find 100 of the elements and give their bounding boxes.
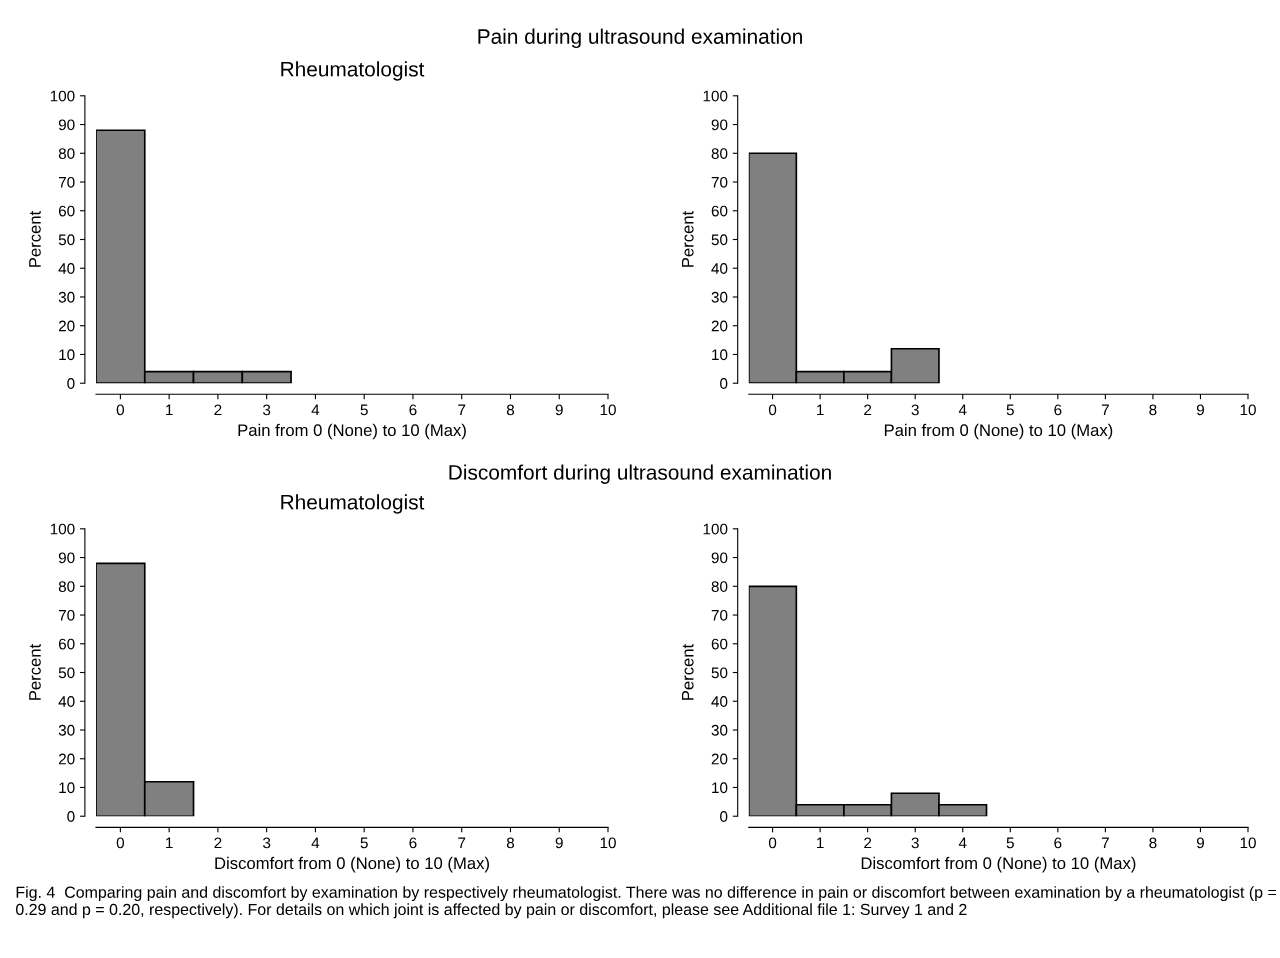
y-tick-label: 50: [711, 667, 728, 679]
x-tick-label: 10: [1240, 404, 1256, 416]
x-tick-label: 7: [458, 404, 466, 416]
x-tick-label: 1: [166, 404, 173, 416]
x-tick-label: 5: [360, 837, 368, 849]
x-tick-label: 1: [166, 837, 173, 849]
y-tick-label: 60: [711, 638, 728, 650]
y-tick-label: 50: [58, 234, 75, 246]
x-tick-label: 9: [1196, 404, 1204, 416]
y-tick-label: 30: [58, 724, 75, 736]
y-tick-label: 10: [712, 782, 728, 794]
y-tick-label: 60: [58, 638, 75, 650]
chart-title: Rheumatologist: [281, 494, 425, 514]
y-tick-label: 70: [711, 609, 728, 621]
text: Discomfort during ultrasound examination: [449, 464, 831, 484]
y-tick-label: 50: [711, 234, 728, 246]
y-tick-label: 0: [720, 811, 728, 822]
x-tick-label: 3: [911, 837, 919, 849]
x-tick-label: 0: [768, 837, 777, 849]
x-tick-label: 7: [1101, 404, 1109, 416]
y-tick-label: 90: [711, 119, 728, 131]
y-tick-label: 40: [711, 696, 728, 707]
y-tick-label: 40: [711, 263, 728, 274]
y-tick-label: 70: [711, 176, 728, 188]
y-tick-label: 60: [58, 205, 75, 217]
x-tick-label: 0: [768, 404, 777, 416]
x-tick-label: 9: [555, 837, 563, 849]
x-tick-label: 5: [360, 404, 368, 416]
x-tick-label: 6: [409, 404, 417, 416]
x-tick-label: 5: [1006, 404, 1014, 416]
y-tick-label: 10: [59, 349, 75, 361]
y-tick-label: 90: [711, 552, 728, 564]
chart-title: Rheumatologist: [281, 61, 425, 81]
y-tick-label: 0: [67, 811, 75, 822]
x-tick-label: 4: [958, 404, 967, 416]
y-tick-label: 20: [711, 320, 728, 332]
y-axis-title: Percent: [682, 643, 694, 700]
y-tick-label: 20: [58, 320, 75, 332]
y-tick-label: 10: [712, 349, 728, 361]
x-tick-label: 6: [1054, 404, 1062, 416]
y-tick-label: 100: [703, 90, 728, 102]
x-tick-label: 3: [263, 837, 271, 849]
y-tick-label: 90: [58, 552, 75, 564]
x-axis-title: Discomfort from 0 (None) to 10 (Max): [861, 856, 1136, 873]
x-axis-title: Pain from 0 (None) to 10 (Max): [884, 423, 1113, 440]
y-tick-label: 40: [58, 263, 75, 274]
x-tick-label: 8: [1149, 837, 1157, 849]
x-axis-title: Discomfort from 0 (None) to 10 (Max): [215, 856, 489, 873]
x-tick-label: 9: [1196, 837, 1204, 849]
x-tick-label: 3: [911, 404, 919, 416]
y-tick-label: 20: [711, 753, 728, 765]
y-tick-label: 100: [703, 523, 728, 535]
y-tick-label: 0: [67, 378, 75, 389]
y-tick-label: 30: [711, 724, 728, 736]
x-axis-title: Pain from 0 (None) to 10 (Max): [238, 423, 466, 440]
y-tick-label: 100: [50, 90, 75, 102]
y-tick-label: 70: [58, 176, 75, 188]
y-tick-label: 70: [58, 609, 75, 621]
x-tick-label: 5: [1006, 837, 1014, 849]
x-tick-label: 3: [263, 404, 271, 416]
y-tick-label: 60: [711, 205, 728, 217]
y-axis-title: Percent: [29, 643, 41, 700]
x-tick-label: 2: [864, 404, 872, 416]
x-tick-label: 6: [1054, 837, 1062, 849]
y-tick-label: 80: [58, 148, 75, 159]
y-tick-label: 100: [50, 523, 75, 535]
x-tick-label: 9: [555, 404, 563, 416]
x-tick-label: 8: [506, 404, 515, 416]
x-tick-label: 8: [506, 837, 515, 849]
y-tick-label: 90: [58, 119, 75, 131]
x-tick-label: 2: [214, 404, 222, 416]
y-tick-label: 40: [58, 696, 75, 707]
y-tick-label: 50: [58, 667, 75, 679]
y-axis-title: Percent: [682, 210, 694, 267]
x-tick-label: 10: [1240, 837, 1256, 849]
x-tick-label: 1: [817, 404, 824, 416]
y-tick-label: 20: [58, 753, 75, 765]
x-tick-label: 2: [214, 837, 222, 849]
x-tick-label: 10: [600, 837, 616, 849]
y-tick-label: 10: [59, 782, 75, 794]
x-tick-label: 1: [817, 837, 824, 849]
x-tick-label: 10: [600, 404, 616, 416]
y-tick-label: 80: [58, 581, 75, 592]
x-tick-label: 8: [1149, 404, 1157, 416]
y-axis-title: Percent: [29, 210, 41, 267]
y-tick-label: 80: [711, 581, 728, 592]
x-tick-label: 4: [311, 404, 320, 416]
x-tick-label: 6: [409, 837, 417, 849]
x-tick-label: 0: [116, 837, 125, 849]
text: Pain during ultrasound examination: [478, 28, 802, 49]
x-tick-label: 7: [1101, 837, 1109, 849]
y-tick-label: 30: [58, 291, 75, 303]
x-tick-label: 2: [864, 837, 872, 849]
caption: Fig. 4 Comparing pain and discomfort by examination by respectively rheumatologist. There was no difference in pain or discomfort between examination by a rheumatologist (p = 0.29 and p = 0.20, respectively). For details on which joint is affected by pain or discomfort, please see Additional file 1: Survey 1 and 2: [15, 886, 1277, 919]
x-tick-label: 4: [311, 837, 320, 849]
y-tick-label: 0: [720, 378, 728, 389]
y-tick-label: 80: [711, 148, 728, 159]
y-tick-label: 30: [711, 291, 728, 303]
x-tick-label: 7: [458, 837, 466, 849]
x-tick-label: 4: [958, 837, 967, 849]
